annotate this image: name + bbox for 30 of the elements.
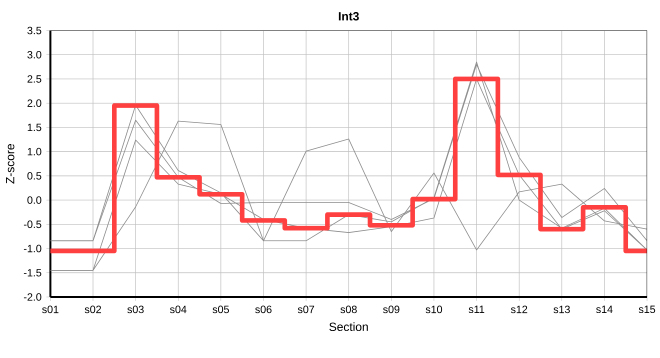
y-tick-label: 0.5: [27, 172, 42, 180]
x-tick-label: s02: [84, 306, 102, 314]
x-tick-label: s09: [383, 306, 400, 314]
y-tick-label: -2.0: [24, 293, 42, 301]
y-axis-title: Z-score: [6, 144, 14, 184]
y-tick-label: 3.5: [27, 26, 42, 34]
y-tick-label: 1.0: [28, 148, 42, 156]
x-tick-label: s13: [554, 306, 570, 314]
x-tick-label: s15: [638, 306, 656, 314]
x-tick-label: s01: [42, 306, 58, 314]
y-tick-label: -1.5: [24, 269, 42, 276]
x-tick-label: s08: [340, 306, 357, 314]
x-axis-title: Section: [329, 322, 368, 332]
x-tick-label: s06: [255, 306, 272, 314]
x-tick-label: s11: [468, 306, 484, 314]
y-tick-label: 1.5: [28, 124, 42, 132]
x-tick-label: s07: [298, 306, 314, 314]
y-tick-label: 0.0: [27, 196, 42, 204]
y-tick-label: 3.0: [27, 50, 42, 58]
x-tick-label: s05: [212, 306, 229, 314]
y-tick-label: -0.5: [24, 220, 42, 228]
x-tick-label: s10: [426, 306, 442, 314]
x-tick-label: s12: [510, 306, 528, 314]
x-tick-label: s04: [170, 306, 186, 314]
x-tick-label: s14: [596, 306, 613, 314]
chart-title: Int3: [338, 12, 359, 20]
x-tick-label: s03: [127, 306, 144, 314]
y-tick-label: 2.0: [28, 99, 42, 107]
y-tick-label: 2.5: [28, 75, 42, 83]
y-tick-label: -1.0: [24, 244, 42, 252]
